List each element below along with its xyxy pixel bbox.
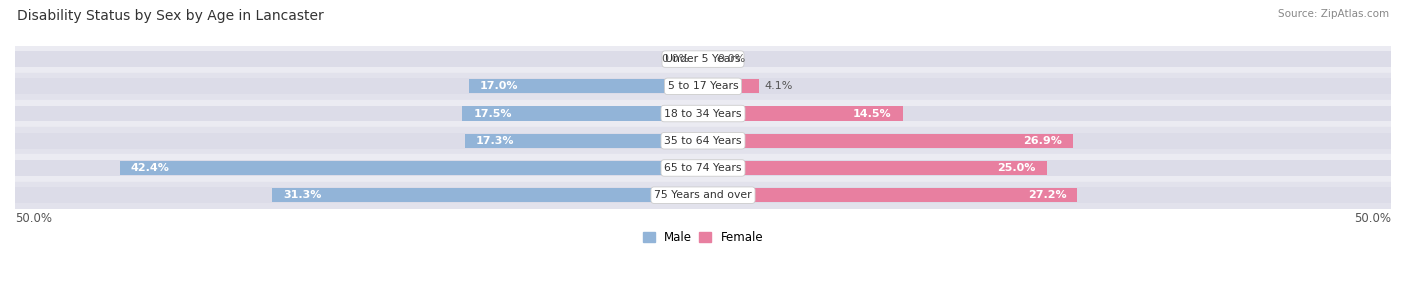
- Bar: [15, 100, 1391, 127]
- Text: 17.5%: 17.5%: [474, 109, 512, 119]
- Text: 50.0%: 50.0%: [15, 212, 52, 225]
- Text: 14.5%: 14.5%: [853, 109, 891, 119]
- Bar: [15, 78, 703, 94]
- Bar: [15, 73, 1391, 100]
- Bar: [15, 160, 703, 176]
- Text: 42.4%: 42.4%: [131, 163, 170, 173]
- Text: 17.3%: 17.3%: [477, 136, 515, 146]
- Bar: [15, 127, 1391, 154]
- Bar: [463, 106, 703, 120]
- Bar: [703, 106, 903, 120]
- Bar: [15, 133, 703, 149]
- Bar: [703, 51, 1391, 67]
- Bar: [703, 188, 1077, 202]
- Bar: [465, 134, 703, 148]
- Bar: [15, 181, 1391, 209]
- Bar: [15, 51, 703, 67]
- Text: 18 to 34 Years: 18 to 34 Years: [664, 109, 742, 119]
- Text: 17.0%: 17.0%: [479, 81, 519, 91]
- Bar: [703, 79, 759, 93]
- Text: Under 5 Years: Under 5 Years: [665, 54, 741, 64]
- Text: 27.2%: 27.2%: [1028, 190, 1066, 200]
- Bar: [470, 79, 703, 93]
- Text: 31.3%: 31.3%: [284, 190, 322, 200]
- Text: Source: ZipAtlas.com: Source: ZipAtlas.com: [1278, 9, 1389, 19]
- Bar: [15, 187, 703, 203]
- Bar: [703, 133, 1391, 149]
- Bar: [703, 106, 1391, 121]
- Bar: [703, 160, 1391, 176]
- Bar: [15, 45, 1391, 73]
- Text: Disability Status by Sex by Age in Lancaster: Disability Status by Sex by Age in Lanca…: [17, 9, 323, 23]
- Text: 35 to 64 Years: 35 to 64 Years: [664, 136, 742, 146]
- Bar: [703, 161, 1047, 175]
- Text: 25.0%: 25.0%: [998, 163, 1036, 173]
- Text: 5 to 17 Years: 5 to 17 Years: [668, 81, 738, 91]
- Text: 26.9%: 26.9%: [1024, 136, 1062, 146]
- Bar: [703, 134, 1073, 148]
- Bar: [120, 161, 703, 175]
- Bar: [703, 187, 1391, 203]
- Bar: [703, 78, 1391, 94]
- Text: 50.0%: 50.0%: [1354, 212, 1391, 225]
- Bar: [15, 154, 1391, 181]
- Text: 75 Years and over: 75 Years and over: [654, 190, 752, 200]
- Bar: [273, 188, 703, 202]
- Text: 4.1%: 4.1%: [765, 81, 793, 91]
- Legend: Male, Female: Male, Female: [638, 226, 768, 249]
- Text: 0.0%: 0.0%: [661, 54, 689, 64]
- Bar: [15, 106, 703, 121]
- Text: 0.0%: 0.0%: [717, 54, 745, 64]
- Text: 65 to 74 Years: 65 to 74 Years: [664, 163, 742, 173]
